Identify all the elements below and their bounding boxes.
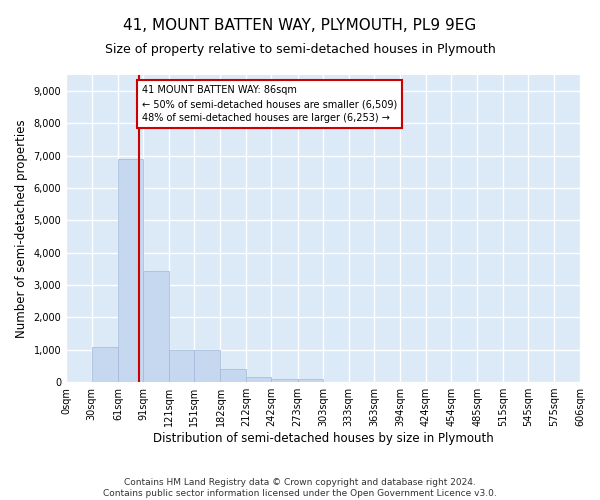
Text: Size of property relative to semi-detached houses in Plymouth: Size of property relative to semi-detach… (104, 42, 496, 56)
Bar (246, 377, 271, 382)
Bar (298, 379, 323, 382)
Bar (92, 346, 118, 382)
Bar (143, 270, 169, 382)
Bar (194, 350, 220, 382)
Bar (220, 369, 246, 382)
X-axis label: Distribution of semi-detached houses by size in Plymouth: Distribution of semi-detached houses by … (153, 432, 493, 445)
Bar (271, 379, 298, 382)
Text: 41 MOUNT BATTEN WAY: 86sqm
← 50% of semi-detached houses are smaller (6,509)
48%: 41 MOUNT BATTEN WAY: 86sqm ← 50% of semi… (142, 85, 397, 123)
Bar (169, 350, 194, 382)
Text: Contains HM Land Registry data © Crown copyright and database right 2024.
Contai: Contains HM Land Registry data © Crown c… (103, 478, 497, 498)
Text: 41, MOUNT BATTEN WAY, PLYMOUTH, PL9 9EG: 41, MOUNT BATTEN WAY, PLYMOUTH, PL9 9EG (124, 18, 476, 32)
Bar (118, 159, 143, 382)
Y-axis label: Number of semi-detached properties: Number of semi-detached properties (15, 119, 28, 338)
